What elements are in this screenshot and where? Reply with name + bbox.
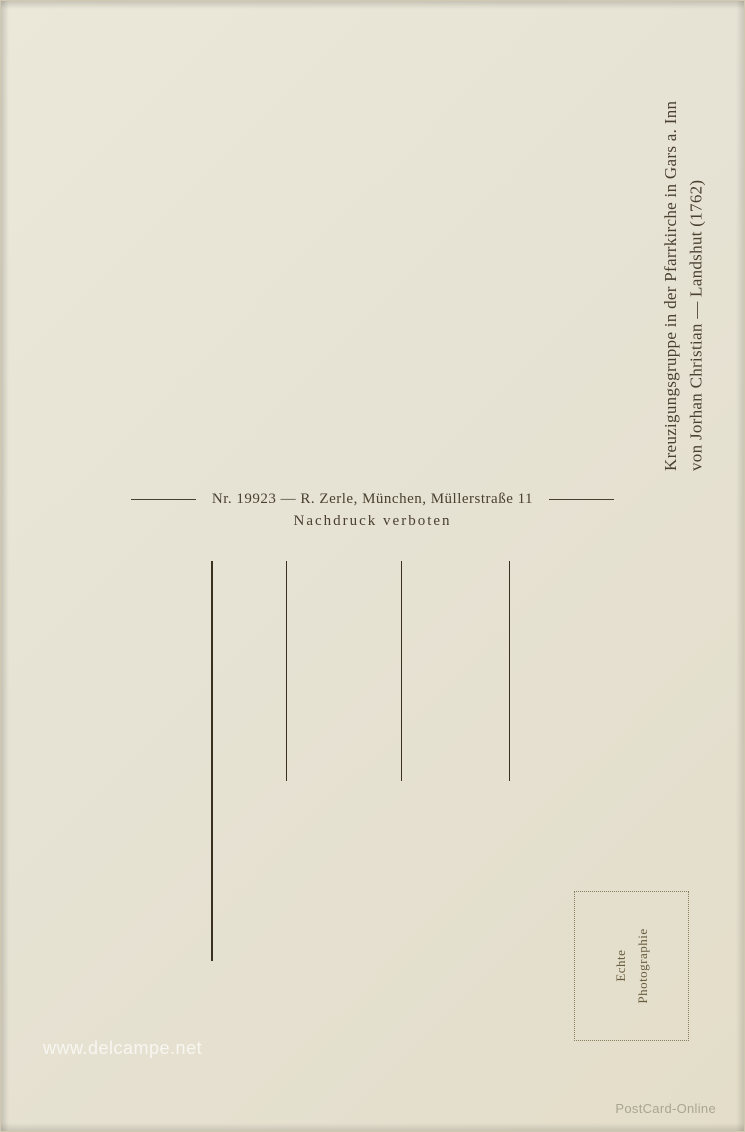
copyright-notice: Nachdruck verboten: [1, 513, 744, 530]
caption-line-1: Kreuzigungsgruppe in der Pfarrkirche in …: [661, 101, 680, 471]
stamp-line-1: Echte: [612, 950, 627, 982]
divider-rule-left: [131, 499, 196, 500]
address-divider: [211, 561, 213, 961]
edge-shadow: [1, 1123, 744, 1131]
watermark-left: www.delcampe.net: [43, 1038, 202, 1059]
stamp-line-2: Photographie: [635, 928, 650, 1003]
postcard-back: Kreuzigungsgruppe in der Pfarrkirche in …: [0, 0, 745, 1132]
caption-line-2: von Jorhan Christian — Landshut (1762): [687, 180, 706, 471]
artwork-caption: Kreuzigungsgruppe in der Pfarrkirche in …: [658, 41, 709, 471]
divider-rule-right: [549, 499, 614, 500]
edge-shadow: [1, 1, 744, 9]
stamp-placeholder: Echte Photographie: [574, 891, 689, 1041]
address-divider: [401, 561, 402, 781]
stamp-label: Echte Photographie: [609, 928, 653, 1003]
address-divider: [509, 561, 510, 781]
publisher-info: Nr. 19923 — R. Zerle, München, Müllerstr…: [1, 491, 744, 508]
watermark-right: PostCard-Online: [615, 1101, 716, 1116]
edge-shadow: [736, 1, 744, 1131]
edge-shadow: [1, 1, 9, 1131]
address-divider: [286, 561, 287, 781]
publisher-text: Nr. 19923 — R. Zerle, München, Müllerstr…: [212, 491, 533, 507]
